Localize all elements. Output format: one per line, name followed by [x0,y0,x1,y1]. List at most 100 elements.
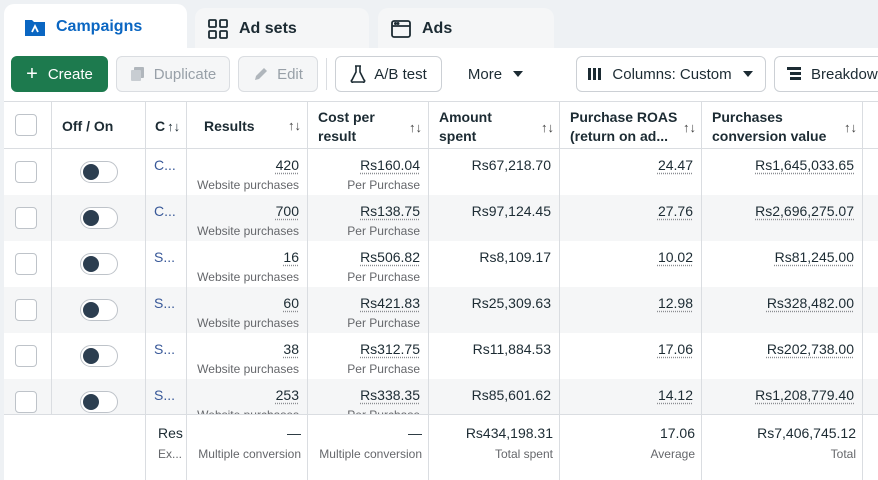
col-results[interactable]: Results ↑↓ [187,102,307,150]
totals-cost-sub: Multiple conversion [319,447,422,461]
ab-test-label: A/B test [374,65,427,83]
breakdown-label: Breakdown [811,65,878,83]
col-divider [186,101,187,480]
roas-value: 17.06 [657,341,693,357]
results-sub: Website purchases [197,224,299,238]
row-checkbox[interactable] [15,299,37,321]
col-roas-label-1: Purchase ROAS [570,109,678,125]
on-off-toggle[interactable] [80,161,118,183]
columns-button[interactable]: Columns: Custom [576,56,766,92]
row-checkbox[interactable] [15,207,37,229]
col-divider [862,415,863,480]
totals-spent-sub: Total spent [494,447,553,461]
sort-icon: ↑↓ [288,118,301,133]
conversion-value: Rs2,696,275.07 [755,203,854,219]
col-conversion-value[interactable]: Purchases conversion value ↑↓ [703,102,863,150]
ab-test-button[interactable]: A/B test [335,56,442,92]
campaign-name-link[interactable]: C... [154,157,176,173]
col-c[interactable]: C ↑↓ [155,102,185,150]
col-off-on[interactable]: Off / On [62,118,114,134]
col-divider [701,101,702,480]
table-header: Off / On C ↑↓ Results ↑↓ Cost per result… [4,101,878,149]
col-divider [307,101,308,480]
plus-icon: + [26,63,38,85]
edit-button[interactable]: Edit [238,56,318,92]
conversion-value: Rs1,645,033.65 [755,157,854,173]
table-row[interactable]: S... 60 Website purchases Rs421.83 Per Purch… [4,287,878,333]
totals-roas: 17.06 [659,425,695,441]
col-spent-label-1: Amount [439,109,492,125]
sort-icon: ↑↓ [167,118,181,134]
campaign-name-link[interactable]: S... [154,249,176,265]
cost-value: Rs138.75 [360,203,420,219]
cost-value: Rs312.75 [360,341,420,357]
table-row[interactable]: S... 16 Website purchases Rs506.82 Per Purch… [4,241,878,287]
on-off-toggle[interactable] [80,391,118,413]
conversion-value: Rs328,482.00 [766,295,854,311]
table-row[interactable]: C... 700 Website purchases Rs138.75 Per Purc… [4,195,878,241]
on-off-toggle[interactable] [80,207,118,229]
conversion-value: Rs202,738.00 [766,341,854,357]
col-cost-per-result[interactable]: Cost per result ↑↓ [308,102,428,150]
create-button[interactable]: + Create [11,56,108,92]
duplicate-button[interactable]: Duplicate [116,56,230,92]
cost-sub: Per Purchase [347,224,420,238]
campaign-name-link[interactable]: S... [154,341,176,357]
cost-sub: Per Purchase [347,270,420,284]
col-c-label: C [155,118,166,134]
col-divider [701,415,702,480]
grid-icon [207,18,229,40]
results-sub: Website purchases [197,178,299,192]
create-label: Create [47,65,93,83]
campaign-name-link[interactable]: C... [154,203,176,219]
col-cost-label-1: Cost per [318,109,375,125]
col-amount-spent[interactable]: Amount spent ↑↓ [429,102,560,150]
sort-icon: ↑↓ [541,120,554,135]
tab-label: Ads [422,20,453,37]
table-row[interactable]: C... 420 Website purchases Rs160.04 Per Purc… [4,149,878,195]
cost-value: Rs160.04 [360,157,420,173]
totals-cost: — [408,425,422,441]
breakdown-button[interactable]: Breakdown [774,56,878,92]
duplicate-icon [130,66,146,82]
table-row[interactable]: S... 38 Website purchases Rs312.75 Per Purch… [4,333,878,379]
columns-label: Columns: Custom [612,65,732,83]
row-checkbox[interactable] [15,391,37,413]
col-purchase-roas[interactable]: Purchase ROAS (return on ad... ↑↓ [561,102,702,150]
on-off-toggle[interactable] [80,299,118,321]
duplicate-label: Duplicate [153,65,217,83]
results-sub: Website purchases [197,316,299,330]
results-value: 60 [283,295,299,311]
conversion-value: Rs1,208,779.40 [755,387,854,403]
cost-sub: Per Purchase [347,362,420,376]
tab-campaigns[interactable]: Campaigns [4,4,187,50]
col-divider [559,415,560,480]
results-value: 253 [275,387,299,403]
on-off-toggle[interactable] [80,253,118,275]
totals-value-sub: Total [830,447,856,461]
row-checkbox[interactable] [15,345,37,367]
tab-ad-sets[interactable]: Ad sets [195,8,369,50]
totals-label: Res [158,425,183,441]
sort-icon: ↑↓ [409,120,422,135]
conversion-value: Rs81,245.00 [774,249,854,265]
amount-spent-value: Rs85,601.62 [471,387,551,403]
select-all-checkbox[interactable] [15,114,37,136]
amount-spent-value: Rs97,124.45 [471,203,551,219]
row-checkbox[interactable] [15,161,37,183]
tab-ads[interactable]: Ads [378,8,554,50]
col-divider [186,415,187,480]
amount-spent-value: Rs8,109.17 [479,249,551,265]
roas-value: 14.12 [657,387,693,403]
row-checkbox[interactable] [15,253,37,275]
campaign-name-link[interactable]: S... [154,387,176,403]
col-divider [51,101,52,480]
col-divider [428,101,429,480]
totals-sub: Ex... [158,447,183,461]
roas-value: 27.76 [657,203,693,219]
on-off-toggle[interactable] [80,345,118,367]
more-button[interactable]: More [456,56,536,92]
campaign-name-link[interactable]: S... [154,295,176,311]
totals-spent: Rs434,198.31 [465,425,553,441]
col-divider [559,101,560,480]
